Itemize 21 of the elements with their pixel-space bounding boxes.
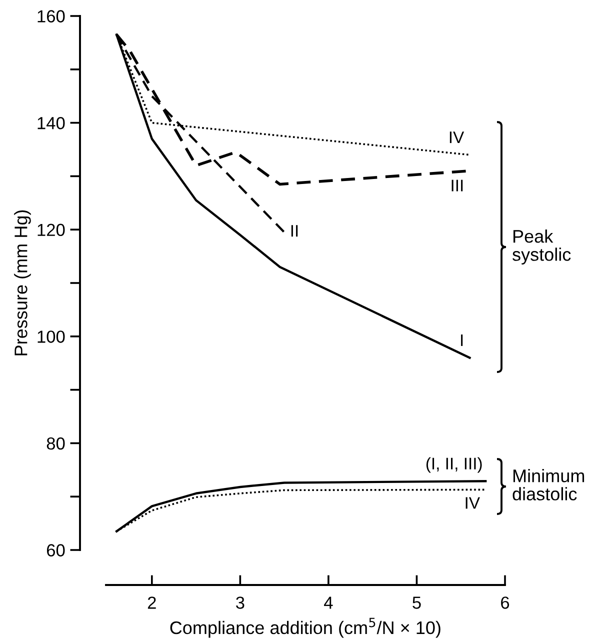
y-tick-label: 160 <box>38 10 65 22</box>
series-label: III <box>452 180 463 192</box>
x-tick-label: 2 <box>148 596 156 609</box>
y-tick-label: 100 <box>38 330 65 343</box>
series-label: I <box>461 334 463 346</box>
series-label: IV <box>466 497 480 509</box>
y-tick-label: 120 <box>38 224 65 236</box>
y-axis-title: Pressure (mm Hg) <box>14 210 31 356</box>
text: Minimum diastolic <box>512 469 584 500</box>
series-label: (I, II, III) <box>426 457 482 473</box>
x-axis-title: Compliance addition (cm$^{5}$/N × 10) <box>170 618 440 638</box>
y-tick-label: 140 <box>38 116 65 130</box>
text: Peak systolic <box>512 230 571 264</box>
y-tick-label: 60 <box>46 544 65 556</box>
x-tick-label: 4 <box>324 596 333 609</box>
y-tick-label: 80 <box>46 437 65 450</box>
series-label: IV <box>450 132 464 144</box>
series-label: II <box>291 225 298 237</box>
x-tick-label: 3 <box>236 596 244 609</box>
x-tick-label: 5 <box>412 596 421 609</box>
x-tick-label: 6 <box>501 596 510 609</box>
